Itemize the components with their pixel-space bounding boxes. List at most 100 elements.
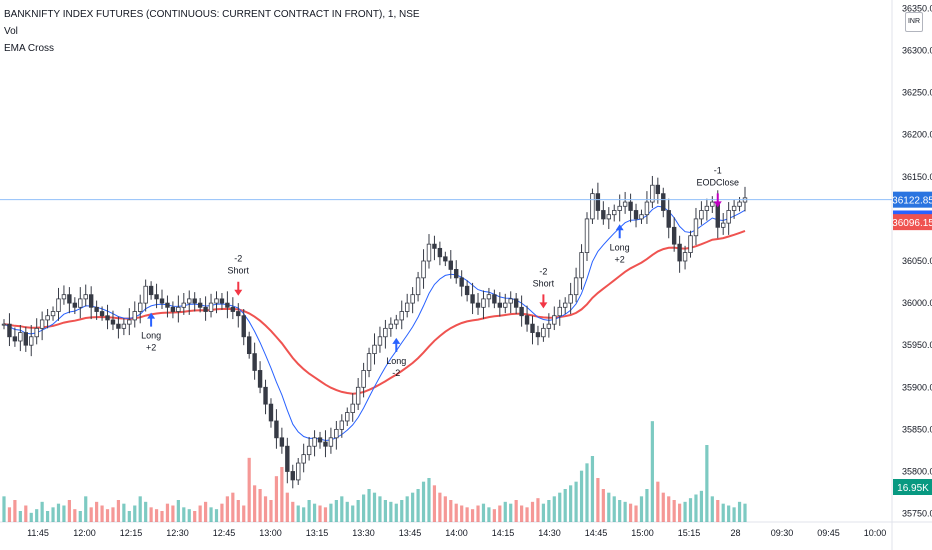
volume-bar <box>176 500 180 522</box>
candle-body <box>279 437 285 447</box>
candle-body <box>372 344 377 355</box>
x-tick-label: 09:45 <box>817 528 840 538</box>
volume-bar <box>530 501 535 522</box>
candle-body <box>246 336 252 355</box>
candle-body <box>29 336 34 346</box>
candle-body <box>159 298 165 304</box>
candle-body <box>404 302 410 312</box>
volume-bar <box>514 500 518 522</box>
volume-bar <box>84 496 88 522</box>
volume-bar <box>656 481 660 522</box>
candle-body <box>388 323 394 329</box>
signal-label: Short <box>533 278 555 288</box>
volume-bar <box>694 494 698 522</box>
volume-bar <box>122 503 126 522</box>
candle-body <box>366 353 372 371</box>
candle-body <box>475 302 481 308</box>
volume-bar <box>340 496 344 522</box>
volume-bar <box>285 492 289 522</box>
candle-body <box>633 210 639 220</box>
volume-bar <box>547 500 551 522</box>
volume-bar <box>678 503 682 522</box>
volume-bar <box>312 503 317 522</box>
volume-bar <box>416 489 420 522</box>
volume-bar <box>111 507 115 522</box>
candle-body <box>1 323 7 326</box>
candle-body <box>432 243 437 249</box>
x-tick-label: 13:15 <box>306 528 329 538</box>
volume-bar <box>165 503 170 522</box>
symbol-title[interactable]: BANKNIFTY INDEX FUTURES (CONTINUOUS: CUR… <box>4 9 420 20</box>
volume-bar <box>116 500 121 522</box>
volume-bar <box>661 492 665 522</box>
strategy-label[interactable]: EMA Cross <box>4 43 55 54</box>
candle-body <box>737 201 742 207</box>
volume-bar <box>154 509 159 522</box>
candle-body <box>361 370 366 388</box>
volume-bar <box>7 507 12 522</box>
ema-slow-line <box>3 229 746 395</box>
candle-body <box>50 311 56 317</box>
candle-body <box>192 298 197 304</box>
volume-bar <box>541 503 546 522</box>
volume-bar <box>389 501 393 522</box>
long-arrow-icon <box>615 224 624 239</box>
volume-bar <box>432 485 437 522</box>
volume-bar <box>182 507 186 522</box>
candle-body <box>154 294 159 300</box>
volume-bar <box>356 500 360 522</box>
candle-body <box>127 319 132 325</box>
candle-body <box>530 323 535 333</box>
volume-bar <box>149 507 153 522</box>
volume-bar <box>705 445 709 522</box>
volume-bar <box>607 492 611 522</box>
candle-body <box>590 193 595 220</box>
volume-bar <box>274 476 279 522</box>
volume-bar <box>623 501 627 522</box>
candle-body <box>426 243 432 262</box>
x-tick-label: 15:00 <box>631 528 654 538</box>
candle-body <box>394 319 399 325</box>
long-arrow-icon <box>147 312 156 327</box>
signal-label: -2 <box>392 368 400 378</box>
candle-body <box>12 336 18 342</box>
volume-bar <box>220 503 224 522</box>
candle-body <box>290 471 295 481</box>
volume-bar <box>225 496 229 522</box>
candle-body <box>121 323 127 329</box>
candle-body <box>557 306 562 317</box>
volume-bar <box>476 505 480 522</box>
candle-body <box>726 210 731 224</box>
long-arrow-icon <box>392 337 401 352</box>
volume-bar <box>193 511 197 522</box>
candle-body <box>568 294 573 304</box>
y-tick-label: 36200.00 <box>902 130 932 140</box>
candle-body <box>410 294 415 304</box>
candle-body <box>72 302 78 308</box>
x-tick-label: 14:15 <box>492 528 515 538</box>
volume-bar <box>601 489 605 522</box>
volume-bar <box>51 507 55 522</box>
candle-body <box>99 311 105 317</box>
volume-bar <box>138 496 142 522</box>
volume-bar <box>95 501 99 522</box>
candle-body <box>350 403 355 413</box>
candle-body <box>655 184 661 195</box>
volume-bar <box>411 492 415 522</box>
volume-indicator-label[interactable]: Vol <box>4 26 18 37</box>
volume-bar <box>62 505 66 522</box>
volume-bar <box>269 500 273 522</box>
volume-bar <box>699 490 704 522</box>
volume-bar <box>171 505 175 522</box>
volume-bar <box>105 509 110 522</box>
volume-bar <box>525 507 529 522</box>
candle-body <box>334 428 339 439</box>
candle-body <box>165 302 170 308</box>
candle-body <box>78 298 83 308</box>
candle-body <box>721 222 726 228</box>
currency-badge[interactable]: INR <box>905 12 923 32</box>
volume-bar <box>40 501 44 522</box>
volume-bar <box>198 505 202 522</box>
volume-bar <box>569 485 573 522</box>
